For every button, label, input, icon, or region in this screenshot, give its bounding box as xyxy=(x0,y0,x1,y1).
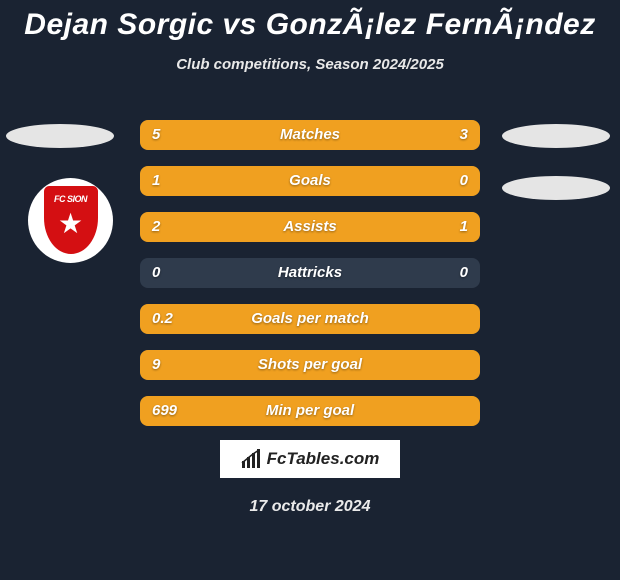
stat-row: 00Hattricks xyxy=(140,258,480,288)
site-logo-text: FcTables.com xyxy=(267,449,380,469)
page-title: Dejan Sorgic vs GonzÃ¡lez FernÃ¡ndez xyxy=(0,0,620,42)
stat-label: Min per goal xyxy=(140,396,480,426)
stat-label: Goals per match xyxy=(140,304,480,334)
club-badge: FC SION ★ xyxy=(28,178,113,263)
stat-label: Assists xyxy=(140,212,480,242)
stat-row: 53Matches xyxy=(140,120,480,150)
player-photo-placeholder-right-1 xyxy=(502,124,610,148)
stat-row: 10Goals xyxy=(140,166,480,196)
stat-bars-container: 53Matches 10Goals 21Assists 00Hattricks 0.2G… xyxy=(140,120,480,442)
stat-row: 21Assists xyxy=(140,212,480,242)
club-badge-label: FC SION xyxy=(28,194,113,204)
stat-label: Hattricks xyxy=(140,258,480,288)
subtitle: Club competitions, Season 2024/2025 xyxy=(0,56,620,73)
date-label: 17 october 2024 xyxy=(0,498,620,516)
player-photo-placeholder-left xyxy=(6,124,114,148)
site-logo: FcTables.com xyxy=(220,440,400,478)
stat-row: 699Min per goal xyxy=(140,396,480,426)
stat-row: 9Shots per goal xyxy=(140,350,480,380)
site-logo-icon xyxy=(241,449,263,469)
player-photo-placeholder-right-2 xyxy=(502,176,610,200)
stat-label: Shots per goal xyxy=(140,350,480,380)
stat-label: Matches xyxy=(140,120,480,150)
stat-label: Goals xyxy=(140,166,480,196)
club-badge-star-icon: ★ xyxy=(58,210,83,238)
stat-row: 0.2Goals per match xyxy=(140,304,480,334)
